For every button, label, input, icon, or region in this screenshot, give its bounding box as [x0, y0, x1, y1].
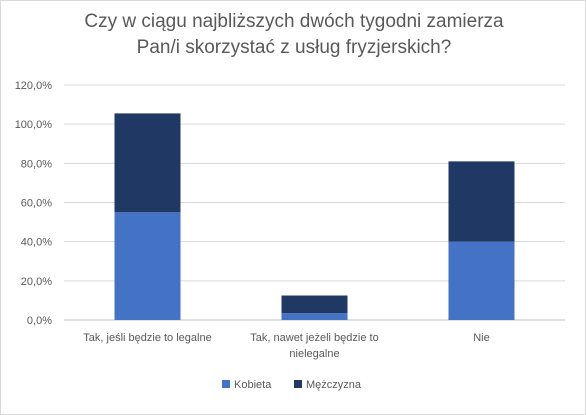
bar-kobieta-0 [114, 212, 181, 320]
bar-kobieta-1 [281, 313, 348, 320]
category-label: nielegalne [289, 348, 339, 360]
category-label: Nie [473, 332, 490, 344]
y-tick-label: 80,0% [21, 158, 52, 170]
category-label: Tak, nawet jeżeli będzie to [250, 332, 378, 344]
chart-title: Czy w ciągu najbliższych dwóch tygodni z… [21, 9, 567, 61]
bar-kobieta-2 [448, 241, 515, 320]
chart-title-line-1: Czy w ciągu najbliższych dwóch tygodni z… [84, 11, 504, 32]
y-tick-label: 60,0% [21, 198, 52, 210]
bar-mężczyzna-1 [281, 295, 348, 314]
legend-label: Mężczyzna [306, 379, 362, 391]
y-tick-label: 100,0% [15, 119, 53, 131]
y-tick-label: 20,0% [21, 276, 52, 288]
legend-swatch-kobieta [222, 380, 230, 388]
y-tick-label: 0,0% [27, 315, 52, 327]
y-tick-label: 120,0% [15, 80, 53, 92]
bar-mężczyzna-0 [114, 113, 181, 213]
category-label: Tak, jeśli będzie to legalne [83, 332, 211, 344]
chart-title-line-2: Pan/i skorzystać z usług fryzjerskich? [136, 37, 452, 58]
legend-label: Kobieta [234, 379, 272, 391]
legend-swatch-mężczyzna [294, 380, 302, 388]
y-tick-label: 40,0% [21, 237, 52, 249]
bar-mężczyzna-2 [448, 161, 515, 242]
